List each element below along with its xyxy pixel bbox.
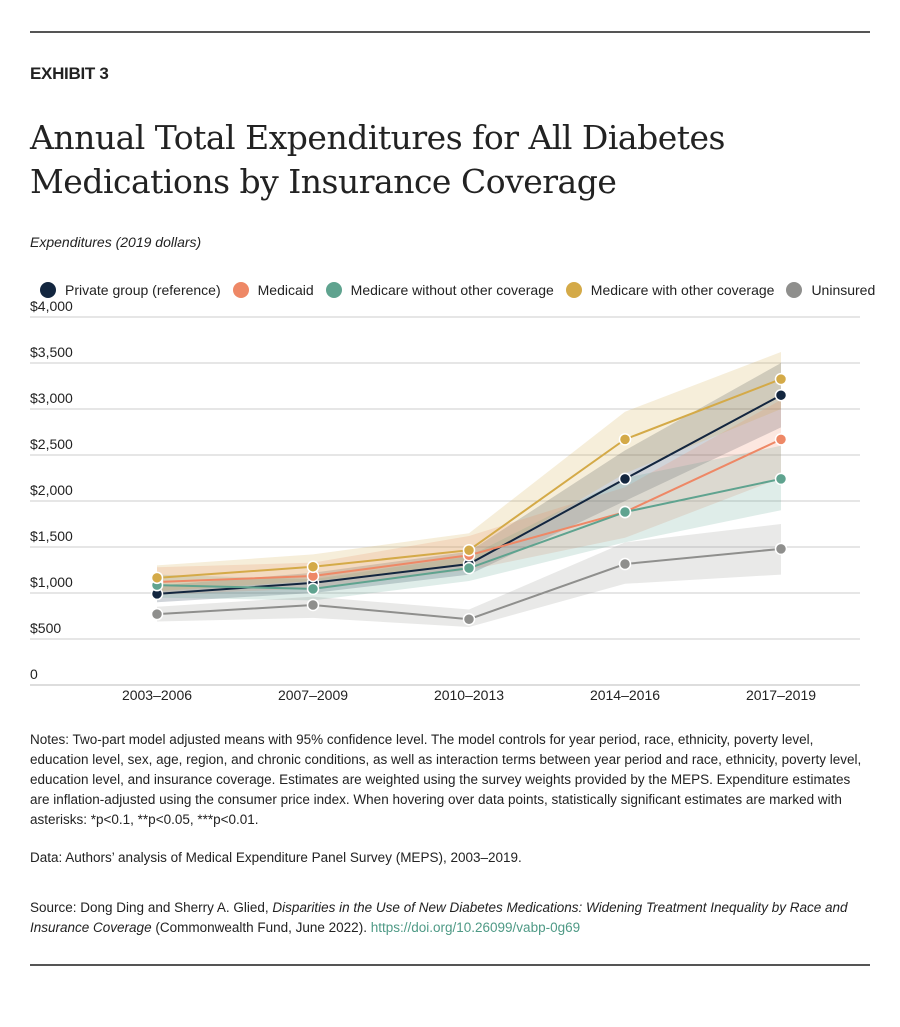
legend-label: Medicaid [257,282,314,298]
notes-section: Notes: Two-part model adjusted means wit… [30,730,870,956]
legend-label: Medicare with other coverage [590,282,775,298]
legend-label: Uninsured [811,282,876,298]
legend-item[interactable]: Medicare without other coverage [325,282,554,298]
exhibit-label: EXHIBIT 3 [30,64,109,83]
y-tick-label: $1,500 [30,528,73,544]
source-prefix: Source: Dong Ding and Sherry A. Glied, [30,900,273,915]
data-point [618,472,632,486]
legend-label: Medicare without other coverage [350,282,554,298]
legend-marker-icon [786,282,803,298]
legend-item[interactable]: Medicaid [232,282,314,298]
y-tick-label: $3,500 [30,344,73,360]
data-point [150,607,164,621]
y-tick-label: $3,000 [30,390,73,406]
notes-text: Notes: Two-part model adjusted means wit… [30,732,862,827]
y-tick-label: $2,500 [30,436,73,452]
data-point [774,542,788,556]
data-point [774,433,788,446]
x-tick-label: 2010–2013 [434,687,504,703]
line-chart: 0 $500 $1,000 $1,500 $2,000 $2,500 $3,000 $3,50… [30,300,860,703]
y-tick-label: 0 [30,666,38,682]
data-point [306,598,320,612]
data-text: Data: Authors’ analysis of Medical Expen… [30,850,522,865]
legend-item[interactable]: Medicare with other coverage [565,282,775,298]
doi-link[interactable]: https://doi.org/10.26099/vabp-0g69 [370,920,581,935]
data-point [462,561,476,575]
data-point [306,560,320,574]
legend-label: Private group (reference) [65,282,221,298]
x-tick-label: 2003–2006 [122,687,192,703]
data-point [306,582,320,596]
data-point [462,612,476,626]
legend-item[interactable]: Uninsured [786,282,875,298]
data-point [774,472,788,486]
source-title: Disparities in the Use of New Diabetes M… [30,900,848,935]
chart-title: Annual Total Expenditures for All Diabet… [30,118,725,201]
y-tick-label: $500 [30,620,61,636]
legend-marker-icon [565,282,582,298]
y-axis-label: Expenditures (2019 dollars) [30,234,202,250]
x-tick-label: 2014–2016 [590,687,660,703]
legend-marker-icon [232,282,249,298]
source-suffix: (Commonwealth Fund, June 2022). [151,920,371,935]
legend: Private group (reference) Medicaid Medicar… [40,282,875,298]
data-point [774,372,788,386]
data-point [618,505,632,519]
confidence-band [157,351,781,592]
legend-marker-icon [325,282,342,298]
data-point [618,557,632,571]
x-tick-label: 2007–2009 [278,687,348,703]
y-tick-label: $4,000 [30,300,73,314]
data-point [462,543,476,557]
y-tick-label: $2,000 [30,482,73,498]
data-point [774,388,788,402]
legend-item[interactable]: Private group (reference) [40,282,221,298]
data-point [618,433,632,446]
x-tick-label: 2017–2019 [746,687,816,703]
top-rule [30,31,870,33]
source-text: Source: Dong Ding and Sherry A. Glied, D… [30,898,870,938]
data-point [150,571,164,585]
y-tick-label: $1,000 [30,574,73,590]
bottom-rule [30,964,870,966]
legend-marker-icon [40,282,56,298]
